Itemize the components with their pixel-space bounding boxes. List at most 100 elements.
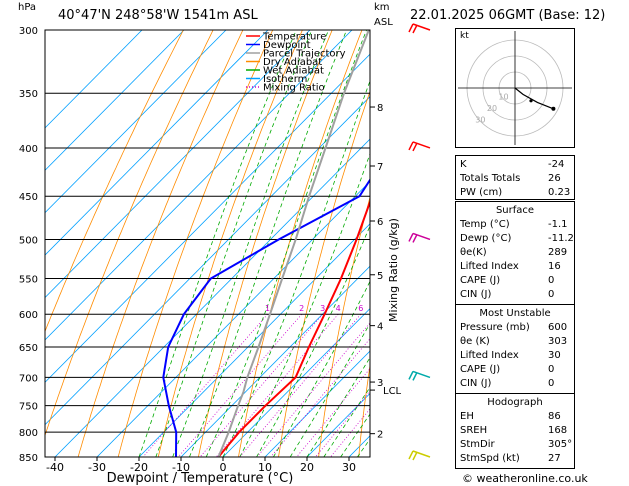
index-row: K -24: [460, 158, 570, 171]
mixing-ratio-label: 25: [443, 304, 453, 313]
pressure-tick-label: 550: [19, 275, 38, 286]
pressure-tick-label: 400: [19, 144, 38, 155]
temperature-tick-label: 20: [300, 461, 314, 474]
index-key: K: [460, 159, 467, 170]
dry-adiabat-line: [45, 30, 184, 333]
index-value: 26: [548, 173, 561, 184]
hodograph-unit: kt: [460, 31, 469, 41]
divider: [456, 304, 574, 305]
index-value: 0.23: [548, 187, 571, 198]
pressure-unit: hPa: [18, 2, 37, 13]
most-unstable-row: CIN (J) 0: [460, 378, 555, 389]
most-unstable-title: Most Unstable: [479, 308, 551, 319]
dry-adiabat-line: [77, 30, 244, 457]
pressure-tick-label: 300: [19, 26, 38, 37]
pressure-tick-label: 500: [19, 235, 38, 246]
height-tick-label: 2: [377, 430, 383, 441]
isotherm-line: [180, 265, 370, 457]
isotherm-line: [222, 308, 370, 457]
surface-row: Lifted Index 16: [460, 261, 561, 272]
hodograph-curve: [514, 87, 554, 110]
hodograph-end-point: [551, 106, 556, 111]
wet-adiabat-line: [155, 30, 313, 457]
divider: [456, 393, 574, 394]
mixing-ratio-label: 4: [336, 304, 341, 313]
pressure-tick-label: 850: [19, 453, 38, 464]
height-tick-label: 6: [377, 217, 383, 228]
temperature-tick-label: 10: [258, 461, 272, 474]
height-tick-label: 8: [377, 103, 383, 114]
wind-barb: [408, 232, 431, 243]
isotherm-line: [45, 30, 185, 171]
mixing-ratio-line: [315, 390, 370, 457]
legend-label: Mixing Ratio: [263, 83, 325, 94]
dry-adiabat-line: [596, 30, 629, 457]
mixing-ratio-line: [142, 313, 268, 457]
most-unstable-row: CAPE (J) 0: [460, 364, 555, 375]
surface-row: Dewp (°C) -11.2: [460, 233, 574, 244]
mixing-ratio-label: 15: [410, 304, 420, 313]
pressure-tick-label: 650: [19, 343, 38, 354]
surface-row: CAPE (J) 0: [460, 275, 555, 286]
wet-adiabat-line: [172, 30, 329, 457]
surface-row: Temp (°C) -1.1: [460, 219, 568, 230]
lcl-label: LCL: [383, 386, 402, 397]
pressure-tick-label: 350: [19, 89, 38, 100]
dry-adiabat-line: [318, 195, 370, 457]
wet-adiabat-line: [189, 30, 347, 457]
storm-motion-point: [529, 99, 533, 103]
dry-adiabat-line: [278, 90, 370, 457]
mixing-ratio-line: [177, 313, 303, 457]
hodograph-row: StmSpd (kt) 27: [460, 453, 561, 464]
series-parcel-trajectory: [217, 30, 370, 457]
wet-adiabat-line: [273, 280, 370, 457]
isotherm-line: [54, 138, 370, 457]
dry-adiabat-line: [358, 363, 370, 457]
mixing-ratio-label: 3: [320, 304, 325, 313]
copyright: © weatheronline.co.uk: [462, 472, 588, 485]
legend-label: Dewpoint: [263, 40, 311, 51]
dry-adiabat-line: [117, 30, 274, 457]
wet-adiabat-line: [323, 386, 370, 457]
isotherm-line: [45, 30, 269, 256]
mixing-ratio-axis-label: Mixing Ratio (g/kg): [387, 218, 400, 322]
series-dewpoint: [162, 178, 370, 457]
mixing-ratio-line: [239, 313, 362, 457]
legend-label: Isotherm: [263, 74, 307, 85]
hodograph-ring-label: 30: [475, 116, 485, 125]
indices-panel: K -24 Totals Totals 26 PW (cm) 0.23: [455, 155, 575, 200]
pressure-tick-label: 750: [19, 402, 38, 413]
wind-barb: [408, 141, 431, 152]
isotherm-line: [45, 30, 311, 299]
mixing-ratio-label: 1: [265, 304, 270, 313]
datetime-title: 22.01.2025 06GMT (Base: 12): [410, 8, 606, 23]
legend-label: Wet Adiabat: [263, 66, 324, 77]
isotherm-line: [96, 180, 370, 457]
isotherm-line: [45, 96, 370, 426]
height-tick-label: 4: [377, 322, 383, 333]
mixing-ratio-label: 8: [375, 304, 380, 313]
mixing-ratio-label: 6: [358, 304, 363, 313]
isotherm-line: [264, 350, 370, 457]
pressure-tick-label: 800: [19, 428, 38, 439]
plot-frame: [44, 29, 371, 458]
mixing-ratio-label: 2: [299, 304, 304, 313]
index-key: Totals Totals: [460, 173, 521, 184]
isotherm-line: [45, 30, 143, 129]
surface-row: θe(K) 289: [460, 247, 568, 258]
index-value: -24: [548, 159, 565, 170]
wet-adiabat-line: [222, 79, 370, 457]
x-axis-label: Dewpoint / Temperature (°C): [107, 471, 294, 486]
wind-barb: [408, 23, 431, 34]
isotherm-line: [45, 30, 227, 214]
dry-adiabat-line: [238, 30, 363, 457]
mixing-ratio-line: [199, 313, 324, 457]
legend-label: Parcel Trajectory: [263, 49, 346, 60]
wet-adiabat-line: [239, 152, 370, 457]
wind-barb: [408, 370, 431, 381]
wet-adiabat-line: [138, 30, 297, 457]
hodograph-table-title: Hodograph: [487, 397, 543, 408]
height-tick-label: 3: [377, 378, 383, 389]
hodograph-ring-label: 10: [498, 93, 508, 102]
legend-label: Dry Adiabat: [263, 57, 322, 68]
